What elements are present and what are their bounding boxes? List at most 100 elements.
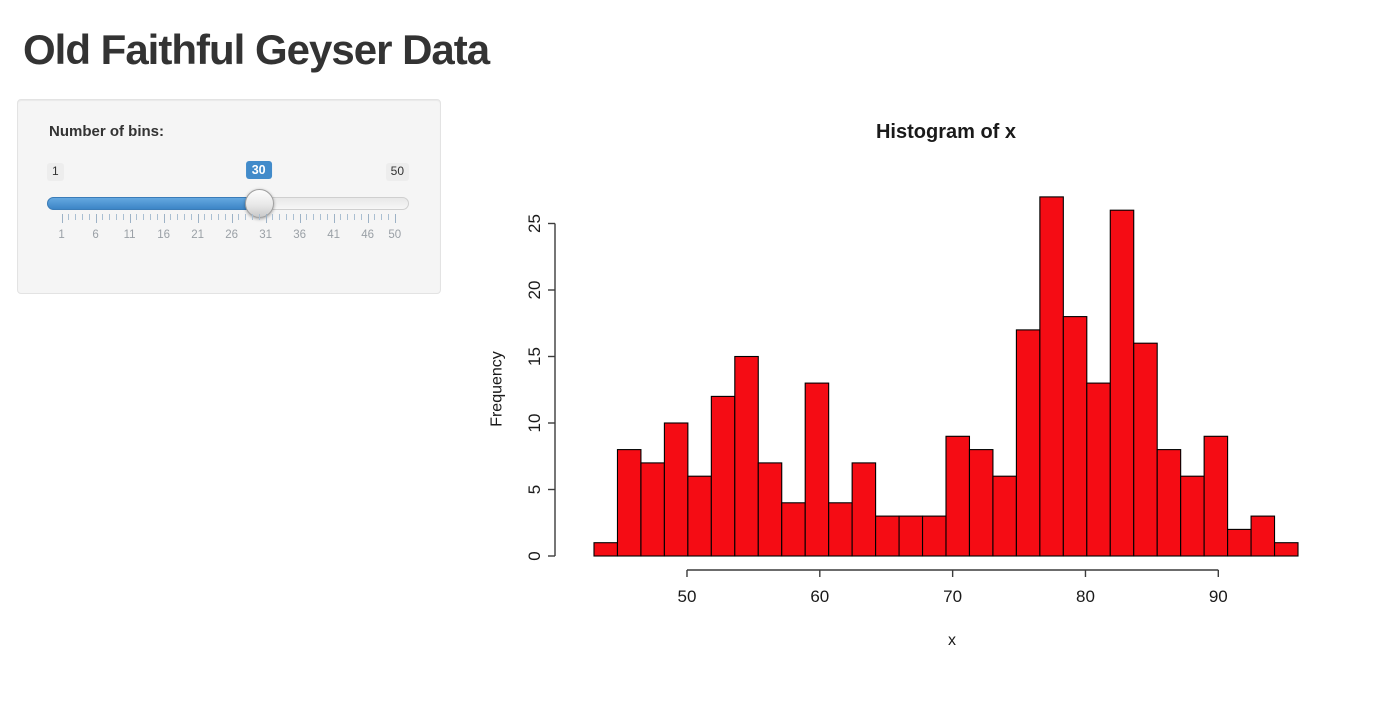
histogram-bar [1015,329,1041,557]
y-tick-label: 20 [525,281,544,300]
slider-grid-tick-label: 6 [92,229,99,241]
slider-grid-tick [204,214,206,220]
histogram-bar [593,542,619,557]
slider-grid-tick [313,214,315,220]
histogram-bar [1156,449,1182,557]
histogram-bar [968,449,994,557]
slider-grid-tick [360,214,362,220]
histogram-bar [687,475,712,557]
slider-grid-tick [367,214,369,223]
x-tick-label: 90 [1209,587,1228,606]
slider-grid-tick [122,214,124,220]
slider-grid-tick [177,214,179,220]
histogram-bar [757,462,783,557]
histogram-bar [1273,542,1299,557]
histogram-bar [781,502,806,557]
histogram-bar [1039,196,1064,557]
histogram-bar [1227,528,1252,557]
histogram-bar [734,355,759,557]
slider-grid-tick [150,214,151,220]
slider-grid-tick-label: 46 [361,229,374,241]
histogram-bar [875,515,900,557]
slider-grid-tick [218,214,219,220]
slider-grid-tick [258,214,260,220]
slider-grid-tick [211,214,213,220]
slider-grid-tick [252,214,253,220]
histogram-bar [851,462,877,557]
slider-grid-tick [116,214,117,220]
slider-grid-tick [238,214,240,220]
slider-grid-tick [143,214,145,220]
slider-grid-tick [184,214,185,220]
slider-grid-tick [88,214,90,220]
y-tick-label: 5 [525,485,544,494]
y-tick-label: 10 [525,414,544,433]
slider-grid-tick [82,214,83,220]
bins-label: Number of bins: [49,123,164,140]
histogram-bar [828,502,853,557]
slider-grid: 1 6 11 16 21 26 31 36 41 46 50 [47,214,409,251]
slider-grid-tick [68,214,70,220]
histogram-bar [898,515,924,557]
histogram-bar [1250,515,1276,557]
slider-grid-tick [245,214,247,220]
slider-min-label: 1 [47,163,64,181]
slider-grid-tick [170,214,172,220]
slider-grid-tick [354,214,355,220]
slider-value-label: 30 [245,161,272,180]
slider-grid-tick-label: 50 [388,229,402,241]
slider-grid-tick [136,214,138,220]
y-tick-label: 25 [525,214,544,233]
slider-grid-tick [163,214,165,223]
y-axis-label: Frequency [489,351,506,427]
histogram-bar [1109,209,1135,557]
plot-title: Histogram of x [876,121,1016,143]
slider-grid-tick-label: 21 [191,229,204,241]
slider-grid-tick [326,214,328,220]
x-tick-label: 60 [810,587,829,606]
slider-grid-tick [299,214,301,223]
slider-grid-tick [394,214,396,223]
histogram-bar [992,475,1017,557]
bins-slider[interactable]: 1 50 30 1 6 11 16 21 26 31 36 41 46 50 [47,159,409,251]
histogram-bar [1203,435,1229,557]
slider-grid-tick [265,214,267,223]
slider-grid-tick [381,214,383,220]
slider-grid-tick-label: 31 [259,229,272,241]
y-tick-label: 15 [525,347,544,366]
histogram-bar [710,395,736,557]
slider-grid-tick [272,214,274,220]
x-tick-label: 70 [943,587,962,606]
histogram-bar [945,435,971,557]
slider-grid-tick [156,214,158,220]
slider-grid-tick [224,214,226,220]
slider-grid-tick [75,214,77,220]
slider-grid-tick [286,214,287,220]
histogram-bar [921,515,947,557]
slider-grid-tick [95,214,97,223]
histogram-bar [1180,475,1205,557]
histogram-bar [1086,382,1111,557]
histogram-bar [1133,342,1158,557]
slider-grid-tick [347,214,349,220]
y-tick-label: 0 [525,551,544,560]
histogram-bar [663,422,689,557]
slider-grid-tick [292,214,294,220]
page-title: Old Faithful Geyser Data [23,26,490,73]
slider-grid-tick [102,214,104,220]
histogram-bar [616,449,642,557]
slider-grid-tick-label: 36 [293,229,306,241]
slider-grid-tick [388,214,389,220]
bins-control-panel: Number of bins: 1 50 30 1 6 11 16 21 26 31 36 41… [17,99,441,294]
slider-grid-tick-label: 16 [157,229,170,241]
slider-grid-tick [61,214,63,223]
slider-grid-tick [109,214,111,220]
slider-handle[interactable] [244,189,274,218]
slider-grid-tick-label: 1 [58,229,65,241]
histogram-bar [804,382,830,557]
slider-grid-tick [129,214,131,223]
slider-grid-tick [190,214,192,220]
slider-grid-tick [320,214,321,220]
